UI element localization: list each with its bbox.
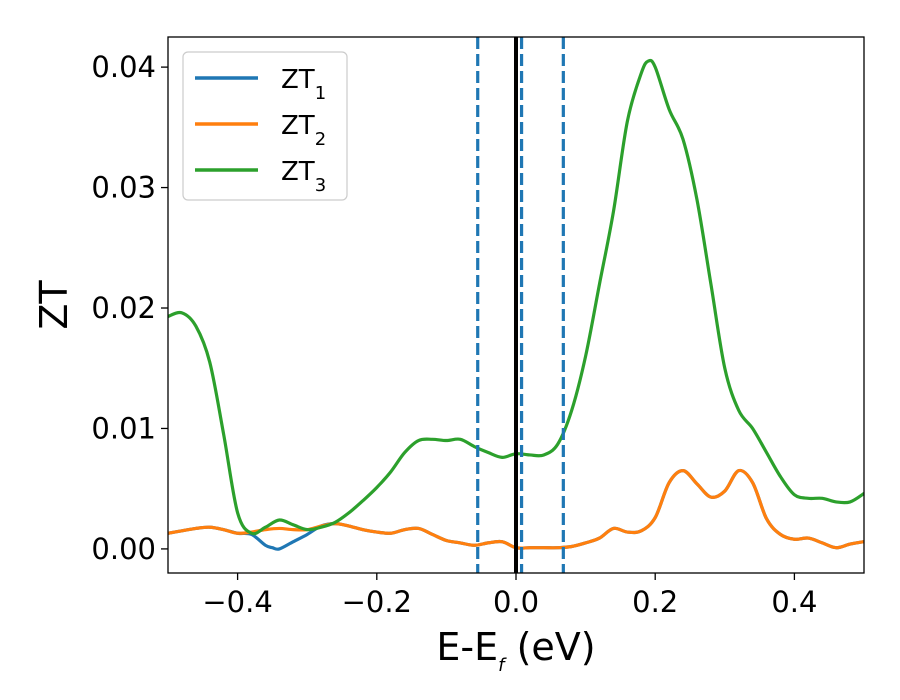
x-tick-label: 0.0: [493, 585, 539, 619]
y-tick-label: 0.04: [91, 50, 156, 84]
x-tick-label: −0.4: [202, 585, 272, 619]
x-axis-title-main: E-E: [436, 625, 498, 669]
x-axis-title-suffix: (eV): [504, 625, 595, 669]
y-axis: 0.00 0.01 0.02 0.03 0.04: [91, 50, 168, 566]
x-axis: −0.4 −0.2 0.0 0.2 0.4: [202, 573, 817, 619]
y-tick-label: 0.03: [91, 171, 156, 205]
x-tick-label: 0.4: [771, 585, 817, 619]
x-axis-title-sub: f: [498, 655, 507, 676]
legend: ZT1 ZT2 ZT3: [182, 51, 348, 201]
reference-lines-layer: [476, 37, 565, 573]
y-tick-label: 0.01: [91, 411, 156, 445]
legend-label-3: ZT3: [281, 157, 326, 196]
y-tick-label: 0.00: [91, 532, 156, 566]
legend-label-1: ZT1: [281, 65, 326, 104]
x-tick-label: 0.2: [632, 585, 678, 619]
legend-label-2: ZT2: [281, 111, 326, 150]
x-axis-title: E-Ef (eV): [436, 625, 595, 676]
legend-box: [182, 51, 348, 201]
x-tick-label: −0.2: [342, 585, 412, 619]
y-axis-title: ZT: [32, 280, 76, 330]
y-tick-label: 0.02: [91, 291, 156, 325]
series-line-3: [168, 58, 864, 536]
